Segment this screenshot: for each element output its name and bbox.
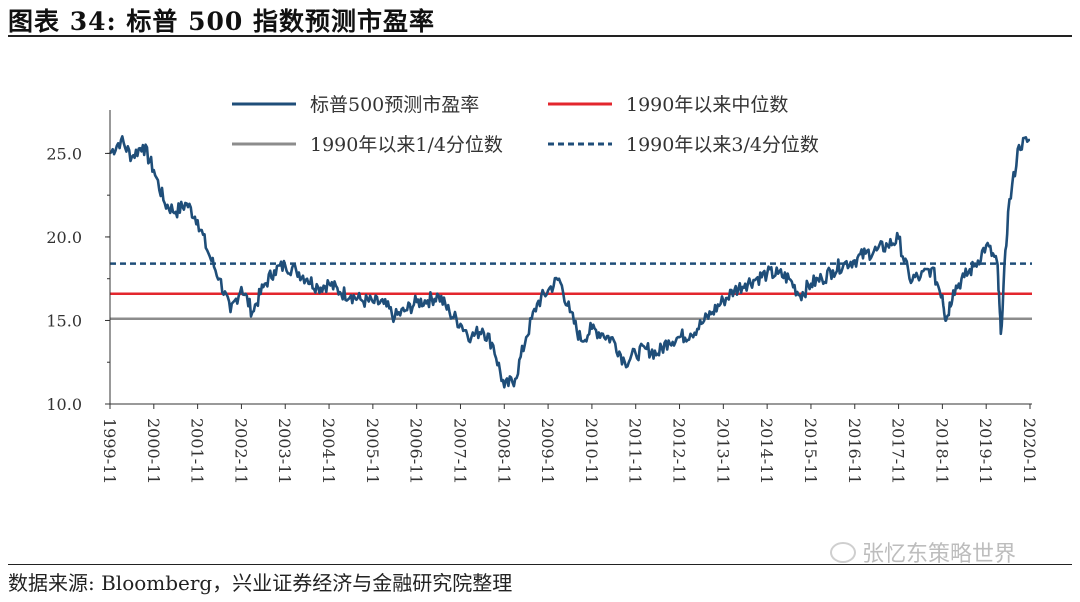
x-tick-label: 2015-11 [801,418,820,484]
x-tick-label: 2008-11 [494,418,513,484]
y-axis: 10.0 15.0 20.0 25.0 [46,110,111,414]
legend-label-3: 1990年以来3/4分位数 [626,134,819,156]
x-tick-label: 2013-11 [713,418,732,484]
x-tick-label: 2011-11 [626,418,645,484]
x-tick-label: 2017-11 [889,418,908,484]
watermark-text: 张忆东策略世界 [862,542,1017,567]
x-tick-label: 2007-11 [450,418,469,484]
x-tick-label: 2018-11 [932,418,951,484]
x-tick-label: 2016-11 [845,418,864,484]
x-tick-label: 2005-11 [363,418,382,484]
series-line-0 [109,135,1031,389]
x-tick-label: 2010-11 [582,418,601,484]
x-tick-label: 2014-11 [757,418,776,484]
legend: 标普500预测市盈率 1990年以来中位数 1990年以来1/4分位数 1990年以来… [232,94,819,156]
x-tick-label: 2000-11 [144,418,163,484]
y-tick-label: 20.0 [46,228,82,247]
title-rule [8,35,1072,37]
x-tick-label: 2004-11 [319,418,338,484]
watermark: 张忆东策略世界 [830,536,1016,568]
x-tick-label: 2003-11 [275,418,294,484]
y-tick-label: 10.0 [46,395,82,414]
x-tick-label: 2020-11 [1020,418,1039,484]
legend-label-1: 1990年以来中位数 [626,94,788,116]
pe-line-chart: 标普500预测市盈率 1990年以来中位数 1990年以来1/4分位数 1990年以来… [46,94,1039,484]
x-tick-label: 1999-11 [100,418,119,484]
x-tick-label: 2009-11 [538,418,557,484]
source-note: 数据来源: Bloomberg，兴业证券经济与金融研究院整理 [8,571,513,595]
y-tick-label: 15.0 [46,311,82,330]
footer-rule [8,564,1072,565]
chart-title: 图表 34: 标普 500 指数预测市盈率 [8,7,436,36]
x-tick-label: 2019-11 [976,418,995,484]
x-tick-label: 2002-11 [231,418,250,484]
x-tick-label: 2006-11 [407,418,426,484]
x-tick-label: 2012-11 [670,418,689,484]
wechat-icon [830,542,856,563]
legend-label-2: 1990年以来1/4分位数 [310,134,503,156]
plot-area [109,135,1032,389]
x-axis: 1999-11 2000-11 2001-11 2002-11 2003-11 2004-… [100,403,1039,484]
legend-label-0: 标普500预测市盈率 [310,94,479,116]
x-tick-label: 2001-11 [188,418,207,484]
y-tick-label: 25.0 [46,144,82,163]
